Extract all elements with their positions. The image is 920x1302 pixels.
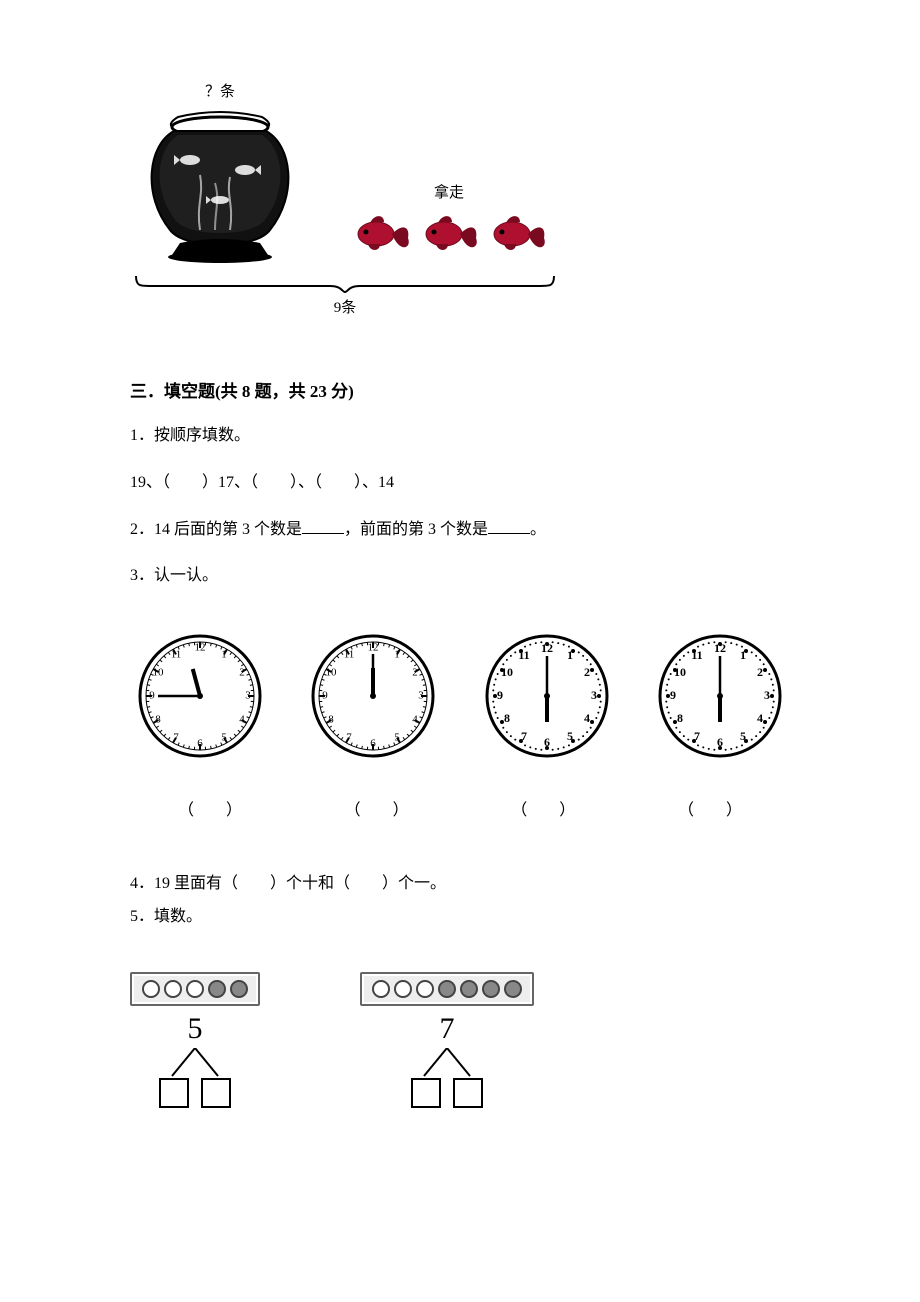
question-1-line: 19、（ ）17、（ ）、（ ）、14 (130, 469, 790, 498)
svg-text:4: 4 (757, 711, 763, 725)
svg-text:2: 2 (757, 665, 763, 679)
split-2-boxes (360, 1078, 534, 1108)
answer-box[interactable] (201, 1078, 231, 1108)
split-2-number: 7 (360, 1012, 534, 1046)
split-diagrams: 5 7 (130, 972, 790, 1108)
q2-part-a: 2．14 后面的第 3 个数是 (130, 521, 302, 538)
clock-icon: 1212 345 678 91011 (482, 631, 612, 761)
svg-text:3: 3 (591, 688, 597, 702)
svg-text:9: 9 (670, 688, 676, 702)
q2-part-c: 。 (530, 521, 546, 538)
fishbowl-icon (130, 105, 310, 265)
clock-answer-1[interactable]: （ ） (140, 796, 280, 820)
dot-open (394, 980, 412, 998)
split-2-branches (392, 1048, 502, 1078)
fishbowl-container: ？条 (130, 80, 310, 270)
bracket-bottom-label: 9条 (130, 296, 560, 317)
question-1-label: 1．按顺序填数。 (130, 422, 790, 451)
question-5-label: 5．填数。 (130, 903, 790, 932)
dot-filled (504, 980, 522, 998)
question-2: 2．14 后面的第 3 个数是 ，前面的第 3 个数是 。 (130, 516, 790, 545)
svg-text:3: 3 (764, 688, 770, 702)
clock-answer-4[interactable]: （ ） (640, 796, 780, 820)
blank[interactable] (488, 533, 530, 534)
fish-row (350, 208, 548, 260)
split-1-branches (140, 1048, 250, 1078)
dot-open (164, 980, 182, 998)
split-1-boxes (130, 1078, 260, 1108)
split-1: 5 (130, 972, 260, 1108)
question-3-label: 3．认一认。 (130, 562, 790, 591)
clock-4: 1212 345 678 91011 (650, 631, 790, 766)
bracket-line (130, 274, 560, 294)
svg-text:11: 11 (344, 649, 355, 661)
clock-icon: 1212 345 678 91011 (655, 631, 785, 761)
dot-filled (438, 980, 456, 998)
split-2: 7 (360, 972, 534, 1108)
svg-text:4: 4 (584, 711, 590, 725)
fish-icon (486, 208, 548, 260)
clock-icon: 1212 345 678 91011 (308, 631, 438, 761)
answer-box[interactable] (453, 1078, 483, 1108)
fishbowl-problem: ？条 (130, 80, 790, 317)
dot-open (142, 980, 160, 998)
blank[interactable] (302, 533, 344, 534)
worksheet-page: ？条 (0, 0, 920, 1168)
answer-box[interactable] (411, 1078, 441, 1108)
split-1-number: 5 (130, 1012, 260, 1046)
clock-2: 1212 345 678 91011 (303, 631, 443, 766)
dot-filled (230, 980, 248, 998)
svg-text:8: 8 (329, 714, 335, 726)
clock-answer-3[interactable]: （ ） (473, 796, 613, 820)
svg-text:2: 2 (584, 665, 590, 679)
dot-filled (208, 980, 226, 998)
svg-text:9: 9 (497, 688, 503, 702)
clock-icon: 1212 345 678 91011 (135, 631, 265, 761)
svg-text:8: 8 (677, 711, 683, 725)
svg-text:8: 8 (504, 711, 510, 725)
dot-box-1 (130, 972, 260, 1006)
fishbowl-top-label: ？条 (130, 80, 310, 101)
question-4: 4．19 里面有（ ）个十和（ ）个一。 (130, 870, 790, 899)
clock-answer-2[interactable]: （ ） (307, 796, 447, 820)
q2-part-b: ，前面的第 3 个数是 (344, 521, 488, 538)
dot-box-2 (360, 972, 534, 1006)
section-3-header: 三．填空题(共 8 题，共 23 分) (130, 377, 790, 402)
answer-box[interactable] (159, 1078, 189, 1108)
dot-filled (460, 980, 478, 998)
clocks-row: 1212 345 678 91011 121 (130, 631, 790, 766)
clock-answers: （ ） （ ） （ ） （ ） (130, 796, 790, 820)
takeaway-label: 拿走 (350, 181, 548, 202)
dot-filled (482, 980, 500, 998)
svg-text:8: 8 (155, 714, 161, 726)
fish-icon (350, 208, 412, 260)
svg-text:10: 10 (326, 667, 338, 679)
dot-open (372, 980, 390, 998)
clock-1: 1212 345 678 91011 (130, 631, 270, 766)
takeaway-container: 拿走 (350, 181, 548, 260)
fishbowl-row: ？条 (130, 80, 790, 270)
svg-text:11: 11 (171, 649, 182, 661)
dot-open (186, 980, 204, 998)
fish-icon (418, 208, 480, 260)
clock-3: 1212 345 678 91011 (477, 631, 617, 766)
dot-open (416, 980, 434, 998)
svg-text:10: 10 (153, 667, 165, 679)
